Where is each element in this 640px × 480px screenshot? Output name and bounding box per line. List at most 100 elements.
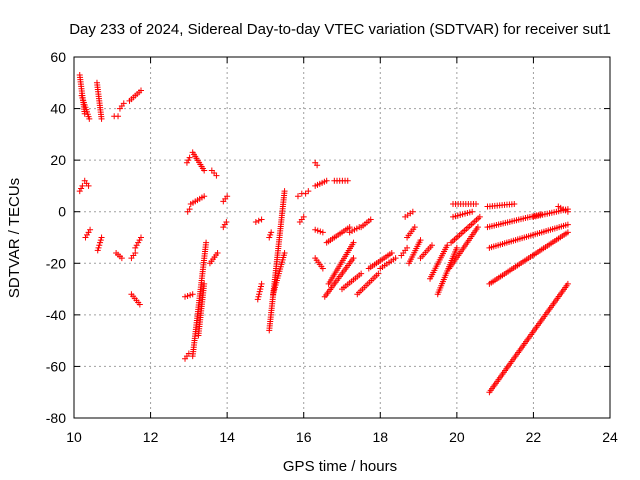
- x-tick-label: 22: [526, 429, 542, 445]
- series-arc-22: [182, 291, 196, 300]
- data-point: [344, 177, 351, 184]
- data-point: [281, 249, 288, 256]
- data-point: [135, 239, 142, 246]
- plot-frame: [73, 56, 611, 419]
- grid-lines: [74, 57, 610, 418]
- series-arc-34: [302, 188, 312, 197]
- data-point: [266, 234, 273, 241]
- series-arc-13: [132, 234, 144, 251]
- y-tick-label: 0: [58, 204, 66, 220]
- data-point: [186, 206, 193, 213]
- x-tick-label: 12: [143, 429, 159, 445]
- series-arc-19: [184, 206, 193, 215]
- data-point: [258, 216, 265, 223]
- data-point: [256, 291, 263, 298]
- data-point: [85, 182, 92, 189]
- data-point: [564, 208, 571, 215]
- series-arc-45: [339, 270, 365, 293]
- data-point: [224, 193, 231, 200]
- data-point: [115, 113, 122, 120]
- series-arc-42: [312, 255, 326, 272]
- data-point: [132, 249, 139, 256]
- series-arc-14: [128, 291, 143, 308]
- data-point: [409, 208, 416, 215]
- series-arc-62: [486, 221, 571, 251]
- x-tick-label: 10: [66, 429, 82, 445]
- data-point: [474, 224, 481, 231]
- series-arc-30: [270, 249, 288, 298]
- data-point: [214, 249, 221, 256]
- series-arc-35: [312, 159, 321, 169]
- series-arc-53: [417, 242, 435, 262]
- y-tick-labels: -80 -60 -40 -20 0 20 40 60: [46, 49, 66, 426]
- series-arc-25: [220, 193, 231, 205]
- data-point: [96, 242, 103, 249]
- data-point: [201, 167, 208, 174]
- data-point: [138, 87, 144, 94]
- series-arc-06: [93, 79, 105, 122]
- series-arc-09: [116, 100, 127, 112]
- series-arc-21: [195, 280, 208, 339]
- axis-ticks: [73, 56, 611, 419]
- data-point: [136, 237, 143, 244]
- y-tick-label: 20: [50, 152, 66, 168]
- data-point: [79, 182, 86, 189]
- data-points: [76, 72, 571, 396]
- series-arc-63: [486, 229, 571, 287]
- data-point: [185, 157, 192, 164]
- series-arc-28: [254, 280, 265, 303]
- x-tick-label: 16: [296, 429, 312, 445]
- data-point: [86, 115, 93, 122]
- data-point: [213, 172, 220, 179]
- series-arc-57: [448, 213, 483, 246]
- series-arc-18: [187, 193, 208, 207]
- series-arc-37: [331, 177, 351, 184]
- series-arc-11: [126, 87, 144, 104]
- series-arc-58: [450, 208, 476, 220]
- data-point: [564, 221, 571, 228]
- series-arc-02: [78, 92, 93, 122]
- data-point: [305, 188, 312, 195]
- series-arc-23: [182, 350, 192, 362]
- data-point: [319, 229, 326, 236]
- series-arc-52: [406, 237, 424, 267]
- data-point: [189, 291, 196, 298]
- series-arc-07: [94, 234, 105, 254]
- y-tick-label: 60: [50, 49, 66, 65]
- series-arc-32: [294, 190, 305, 200]
- y-tick-label: -80: [46, 410, 66, 426]
- series-arc-41: [358, 216, 374, 231]
- series-arc-59: [450, 200, 479, 207]
- x-tick-labels: 10 12 14 16 18 20 22 24: [66, 429, 618, 445]
- series-arc-44: [325, 239, 357, 287]
- y-tick-label: 40: [50, 101, 66, 117]
- data-point: [95, 244, 102, 251]
- series-arc-03: [76, 182, 86, 195]
- data-point: [97, 239, 104, 246]
- data-point: [350, 239, 357, 246]
- data-point: [203, 239, 210, 246]
- series-arc-38: [312, 226, 326, 236]
- series-arc-15: [183, 154, 193, 166]
- series-arc-26: [220, 219, 230, 231]
- series-arc-54: [427, 242, 451, 282]
- data-point: [473, 200, 479, 207]
- data-point: [323, 177, 330, 184]
- data-point: [97, 237, 104, 244]
- data-point: [257, 286, 264, 293]
- series-arc-51: [404, 224, 418, 241]
- data-point: [404, 244, 411, 251]
- data-point: [375, 270, 382, 277]
- series-arc-20: [189, 239, 210, 360]
- x-tick-label: 20: [449, 429, 465, 445]
- series-arc-16: [189, 149, 208, 174]
- series-arc-39: [323, 224, 353, 246]
- series-arc-61: [484, 211, 545, 231]
- x-tick-label: 14: [219, 429, 235, 445]
- data-point: [511, 200, 518, 207]
- data-point: [267, 231, 274, 238]
- data-point: [257, 283, 264, 290]
- y-tick-label: -60: [46, 358, 66, 374]
- data-point: [294, 193, 301, 200]
